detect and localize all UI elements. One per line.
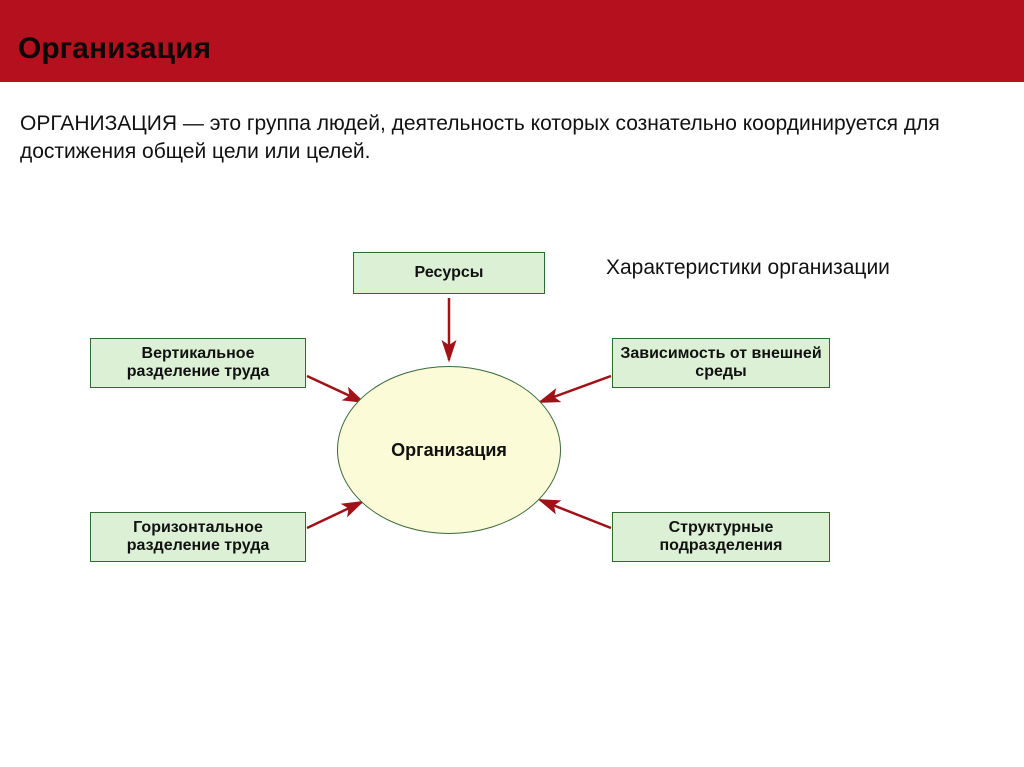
edge-arrow bbox=[540, 500, 611, 528]
node-org: Организация bbox=[337, 366, 561, 534]
edge-arrow bbox=[540, 376, 611, 402]
slide-header: Организация bbox=[0, 0, 1024, 82]
edge-arrow bbox=[307, 502, 362, 528]
node-envdep: Зависимость от внешней среды bbox=[612, 338, 830, 388]
definition-text: ОРГАНИЗАЦИЯ — это группа людей, деятельн… bbox=[0, 82, 1024, 167]
node-horizontal: Горизонтальное разделение труда bbox=[90, 512, 306, 562]
edge-arrow bbox=[307, 376, 363, 402]
slide-title: Организация bbox=[18, 32, 1024, 66]
section-label: Характеристики организации bbox=[606, 256, 890, 280]
node-structural: Структурные подразделения bbox=[612, 512, 830, 562]
node-resources: Ресурсы bbox=[353, 252, 545, 294]
node-vertical: Вертикальное разделение труда bbox=[90, 338, 306, 388]
